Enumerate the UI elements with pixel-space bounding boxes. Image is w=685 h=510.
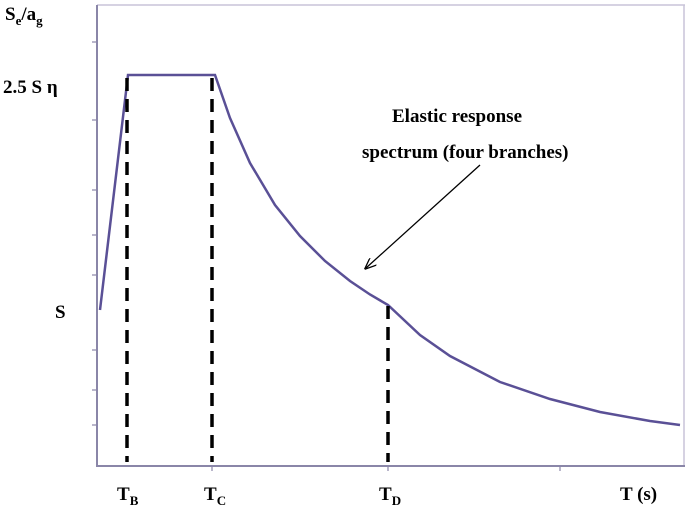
x-tick-sub: B	[130, 493, 139, 508]
axis-ticks	[92, 41, 561, 471]
y-tick-label: 2.5 S η	[3, 77, 58, 98]
x-tick-sub: D	[392, 493, 401, 508]
spectrum-curve	[98, 73, 681, 427]
y-label-main: S	[5, 4, 16, 25]
x-tick-label: TB	[117, 484, 139, 508]
x-tick-main: T	[379, 484, 392, 505]
period-markers	[125, 78, 390, 462]
annotation-line: Elastic response	[392, 106, 522, 127]
annotation-line: spectrum (four branches)	[362, 142, 569, 163]
x-tick-label: TD	[379, 484, 401, 508]
y-label-sub: g	[36, 13, 43, 28]
x-tick-main: T	[117, 484, 130, 505]
y-label-mid: /a	[20, 4, 36, 25]
annotation-arrow	[366, 164, 481, 268]
x-axis-label: T (s)	[620, 484, 657, 505]
x-tick-label: TC	[204, 484, 226, 508]
y-axis-label: Se/ag	[5, 4, 43, 28]
x-tick-sub: C	[217, 493, 226, 508]
y-tick-label: S	[55, 302, 66, 323]
y-label-sub: e	[16, 13, 22, 28]
x-tick-main: T	[204, 484, 217, 505]
